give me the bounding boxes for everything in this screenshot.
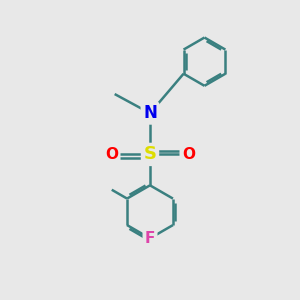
Text: O: O — [182, 147, 195, 162]
Text: N: N — [143, 104, 157, 122]
Text: F: F — [145, 231, 155, 246]
Text: O: O — [105, 147, 118, 162]
Text: S: S — [143, 146, 157, 164]
